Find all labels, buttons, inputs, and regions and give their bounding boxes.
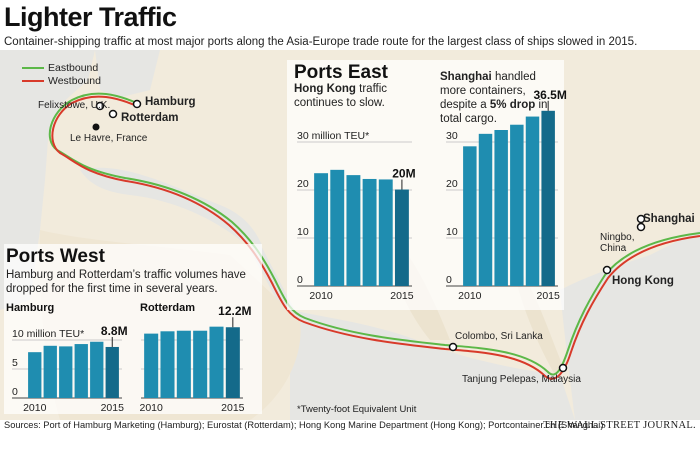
footnote: *Twenty-foot Equivalent Unit (297, 404, 417, 415)
label-ningbo-text: Ningbo, China (600, 232, 635, 254)
hamburg-chart-label: Hamburg (6, 302, 55, 314)
label-rotterdam: Rotterdam (121, 112, 179, 124)
shanghai-note-bold2: 5% drop (489, 99, 536, 111)
bar-hamburg-2015 (105, 346, 119, 398)
ytick-hong-kong-1: 20 (297, 178, 309, 190)
label-lehavre: Le Havre, France (70, 133, 148, 144)
ports-east-title: Ports East (294, 62, 388, 83)
label-tanjung: Tanjung Pelepas, Malaysia (462, 374, 581, 385)
graphic-root: Lighter Traffic Container-shipping traff… (0, 2, 700, 431)
label-shanghai: Shanghai (643, 213, 695, 225)
legend-eastbound: Eastbound (22, 62, 101, 75)
ytick-hong-kong-3: 0 (297, 274, 303, 286)
label-felixstowe: Felixstowe, U.K. (38, 100, 111, 111)
shanghai-note-rest1: handled more containers, despite a (440, 71, 536, 111)
felixstowe-marker (95, 101, 105, 111)
mediterranean-sea (80, 167, 262, 245)
bar-hamburg-2013 (74, 344, 88, 398)
legend: Eastbound Westbound (22, 62, 101, 88)
rotterdam-marker (108, 109, 118, 119)
xtick-hamburg-first: 2010 (23, 402, 47, 414)
bar-hong-kong-2010 (314, 173, 329, 286)
bar-shanghai-2011 (478, 133, 493, 286)
bar-shanghai-2010 (463, 146, 477, 286)
bar-rotterdam-2010 (144, 333, 159, 398)
legend-westbound-label: Westbound (48, 75, 101, 87)
value-label-hong-kong: 20M (392, 167, 415, 181)
hongkong-note-bold: Hong Kong (294, 83, 356, 95)
page-subtitle: Container-shipping traffic at most major… (4, 36, 638, 48)
label-ningbo: Ningbo, China (600, 232, 636, 254)
bar-hong-kong-2013 (362, 178, 377, 286)
bar-rotterdam-2012 (176, 330, 191, 398)
xtick-hong-kong-last: 2015 (390, 290, 414, 302)
legend-eastbound-label: Eastbound (48, 62, 99, 74)
bar-shanghai-2012 (494, 130, 508, 286)
xtick-shanghai-first: 2010 (458, 290, 482, 302)
hongkong-marker (602, 265, 612, 275)
bar-hong-kong-2011 (330, 169, 345, 286)
ytick-hong-kong-2: 10 (297, 226, 309, 238)
tanjung-marker (558, 363, 568, 373)
lehavre-marker (92, 123, 100, 131)
label-hongkong: Hong Kong (612, 275, 674, 287)
ports-west-title: Ports West (6, 246, 105, 267)
bar-shanghai-2015 (541, 110, 555, 286)
value-label-rotterdam: 12.2M (218, 304, 251, 318)
ytick-shanghai-0: 30 (446, 130, 458, 142)
shanghai-note-bold1: Shanghai (440, 71, 492, 83)
bar-hamburg-2010 (28, 352, 42, 398)
north-sea (95, 50, 160, 98)
hamburg-marker (132, 99, 142, 109)
bar-hamburg-2011 (43, 345, 57, 398)
xtick-hamburg-last: 2015 (101, 402, 125, 414)
bar-hamburg-2014 (90, 341, 104, 398)
legend-westbound: Westbound (22, 75, 101, 88)
xtick-rotterdam-last: 2015 (221, 402, 245, 414)
bar-rotterdam-2015 (225, 327, 240, 398)
bar-rotterdam-2014 (209, 326, 224, 398)
bar-rotterdam-2013 (193, 330, 208, 398)
label-colombo: Colombo, Sri Lanka (455, 331, 543, 342)
ytick-shanghai-3: 0 (446, 274, 452, 286)
xtick-rotterdam-first: 2010 (139, 402, 163, 414)
ytick-shanghai-1: 20 (446, 178, 458, 190)
page-title: Lighter Traffic (4, 2, 177, 32)
ytick-shanghai-2: 10 (446, 226, 458, 238)
ports-west-note: Hamburg and Rotterdam’s traffic volumes … (6, 269, 246, 295)
hongkong-note: Hong Kong traffic continues to slow. (294, 82, 414, 110)
ytick-hong-kong-0: 30 million TEU* (297, 130, 369, 142)
shanghai-note: Shanghai handled more containers, despit… (440, 70, 558, 126)
eastbound-swatch (22, 67, 44, 70)
value-label-hamburg: 8.8M (101, 324, 128, 338)
bar-hong-kong-2012 (346, 175, 361, 286)
brand-logo: THE WALL STREET JOURNAL. (543, 420, 696, 431)
shanghai-note-rest2: in total cargo. (440, 99, 548, 125)
ningbo-marker (636, 222, 646, 232)
source-line: Sources: Port of Hamburg Marketing (Hamb… (4, 420, 604, 430)
bar-rotterdam-2011 (160, 331, 175, 398)
south-china-sea (560, 230, 700, 420)
bar-hong-kong-2014 (378, 179, 393, 286)
bar-hong-kong-2015 (394, 189, 409, 286)
westbound-route (51, 95, 700, 380)
ytick-hamburg-2: 0 (12, 386, 18, 398)
hongkong-note-rest: traffic continues to slow. (294, 83, 388, 109)
colombo-marker (448, 342, 458, 352)
value-label-shanghai: 36.5M (533, 88, 566, 102)
rotterdam-chart-label: Rotterdam (140, 302, 196, 314)
shanghai-marker (636, 214, 646, 224)
bar-hamburg-2012 (59, 346, 73, 398)
label-hamburg: Hamburg (145, 96, 196, 108)
bar-shanghai-2014 (525, 116, 540, 286)
westbound-swatch (22, 80, 44, 83)
bar-shanghai-2013 (510, 124, 524, 286)
ytick-hamburg-1: 5 (12, 357, 18, 369)
xtick-hong-kong-first: 2010 (309, 290, 333, 302)
xtick-shanghai-last: 2015 (536, 290, 560, 302)
ytick-hamburg-0: 10 million TEU* (12, 328, 84, 340)
